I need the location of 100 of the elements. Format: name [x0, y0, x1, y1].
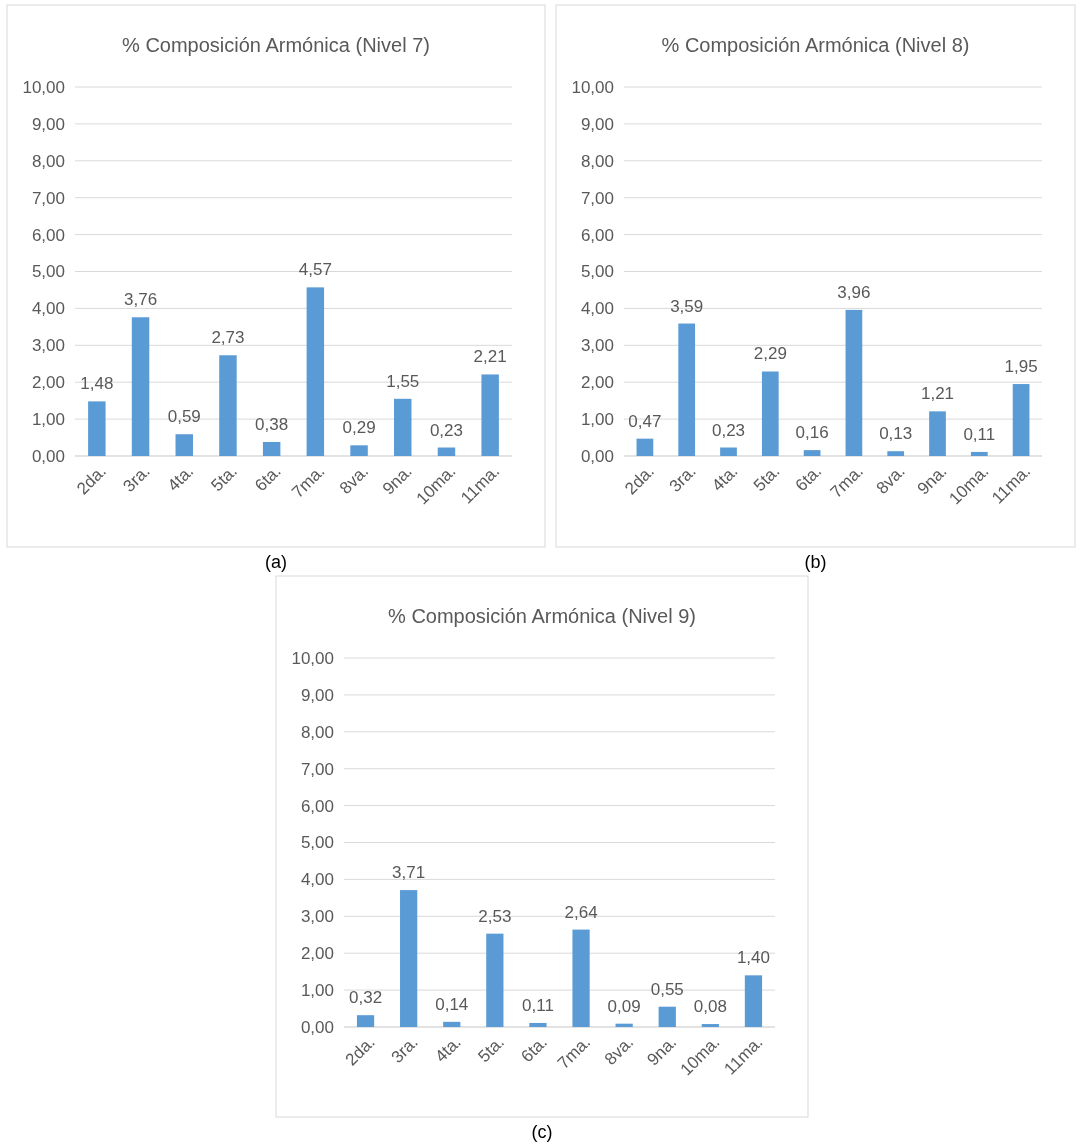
- bar: [720, 447, 737, 456]
- x-tick-label: 3ra.: [119, 461, 154, 496]
- y-tick-label: 0,00: [31, 446, 65, 466]
- bar: [887, 451, 905, 456]
- y-tick-label: 7,00: [31, 188, 65, 208]
- y-tick-label: 9,00: [31, 114, 65, 134]
- y-tick-label: 10,00: [571, 77, 614, 97]
- data-label: 0,16: [795, 423, 829, 443]
- data-label: 0,55: [650, 979, 684, 999]
- data-label: 2,29: [753, 344, 787, 364]
- bar: [306, 287, 325, 456]
- bar: [400, 890, 418, 1027]
- x-tick-label: 5ta.: [474, 1032, 508, 1067]
- data-label: 0,09: [607, 996, 641, 1016]
- y-tick-label: 8,00: [580, 151, 614, 171]
- y-tick-label: 2,00: [300, 944, 334, 964]
- data-label: 1,95: [1004, 357, 1038, 377]
- y-tick-label: 10,00: [22, 77, 65, 97]
- bar: [678, 323, 696, 456]
- data-label: 3,96: [837, 282, 871, 302]
- bar: [744, 975, 763, 1027]
- x-tick-label: 8va.: [335, 461, 373, 498]
- y-tick-label: 0,00: [580, 446, 614, 466]
- y-tick-label: 6,00: [31, 225, 65, 245]
- y-tick-label: 4,00: [300, 870, 334, 890]
- x-tick-label: 9na.: [378, 461, 416, 499]
- y-tick-label: 7,00: [300, 759, 334, 779]
- data-label: 3,71: [392, 863, 426, 883]
- x-tick-label: 4ta.: [708, 461, 742, 496]
- data-label: 2,64: [564, 902, 598, 922]
- y-tick-label: 7,00: [580, 188, 614, 208]
- y-tick-label: 1,00: [31, 410, 65, 430]
- bar: [481, 374, 499, 456]
- y-tick-label: 3,00: [31, 336, 65, 356]
- x-tick-label: 4ta.: [163, 461, 198, 496]
- x-tick-label: 5ta.: [207, 461, 241, 496]
- data-label: 0,59: [167, 407, 201, 427]
- x-tick-label: 8va.: [601, 1032, 638, 1069]
- y-tick-label: 1,00: [300, 981, 334, 1001]
- data-label: 3,59: [670, 296, 704, 316]
- bar: [262, 441, 281, 456]
- text: (a): [265, 552, 287, 572]
- chart-title: % Composición Armónica (Nivel 9): [388, 605, 696, 627]
- y-tick-label: 4,00: [31, 299, 65, 319]
- y-tick-label: 2,00: [580, 373, 614, 393]
- y-tick-label: 6,00: [580, 225, 614, 245]
- x-tick-label: 9na.: [913, 461, 951, 499]
- data-label: 0,38: [255, 414, 289, 434]
- data-label: 1,55: [386, 371, 420, 391]
- x-tick-label: 3ra.: [387, 1032, 422, 1067]
- y-tick-label: 5,00: [300, 833, 334, 853]
- x-tick-label: 7ma.: [288, 461, 329, 502]
- x-tick-label: 6ta.: [517, 1032, 551, 1067]
- bar: [443, 1021, 461, 1027]
- bar: [394, 398, 412, 456]
- y-tick-label: 9,00: [300, 685, 334, 705]
- y-tick-label: 5,00: [580, 262, 614, 282]
- data-label: 1,40: [736, 948, 770, 968]
- y-tick-label: 1,00: [580, 410, 614, 430]
- bar: [88, 401, 106, 456]
- x-tick-label: 6ta.: [251, 461, 285, 496]
- data-label: 2,21: [473, 347, 507, 367]
- bar: [529, 1022, 547, 1027]
- bar: [970, 451, 988, 456]
- y-tick-label: 0,00: [300, 1017, 334, 1037]
- data-label: 2,53: [478, 906, 512, 926]
- bar: [219, 355, 237, 456]
- data-label: 0,13: [879, 424, 913, 444]
- bar: [175, 434, 193, 456]
- x-tick-label: 7ma.: [553, 1032, 595, 1073]
- chart-title: % Composición Armónica (Nivel 8): [661, 34, 970, 56]
- x-tick-label: 9na.: [643, 1032, 681, 1070]
- x-tick-label: 8va.: [872, 461, 909, 498]
- bar: [356, 1015, 375, 1027]
- bar: [803, 450, 821, 456]
- data-label: 0,08: [693, 997, 727, 1017]
- y-tick-label: 4,00: [580, 299, 614, 319]
- data-label: 1,48: [80, 374, 114, 394]
- y-tick-label: 3,00: [300, 907, 334, 927]
- data-label: 4,57: [298, 260, 332, 280]
- data-label: 0,29: [342, 418, 376, 438]
- data-label: 0,23: [429, 420, 463, 440]
- data-label: 0,47: [628, 411, 662, 431]
- data-label: 0,32: [349, 988, 383, 1008]
- bar: [701, 1024, 719, 1027]
- data-label: 0,11: [963, 424, 996, 444]
- bar: [437, 447, 456, 456]
- data-label: 1,21: [920, 384, 955, 404]
- x-tick-label: 6ta.: [791, 461, 826, 496]
- bar: [658, 1006, 676, 1028]
- x-tick-label: 2da.: [73, 461, 110, 499]
- x-tick-label: 7ma.: [826, 461, 867, 502]
- data-label: 2,73: [211, 328, 245, 348]
- y-tick-label: 10,00: [291, 648, 334, 668]
- bar: [761, 371, 779, 456]
- x-tick-label: 2da.: [341, 1032, 379, 1070]
- bar: [350, 445, 368, 456]
- text: (c): [531, 1122, 553, 1142]
- bar: [131, 317, 150, 456]
- x-tick-label: 3ra.: [665, 461, 700, 496]
